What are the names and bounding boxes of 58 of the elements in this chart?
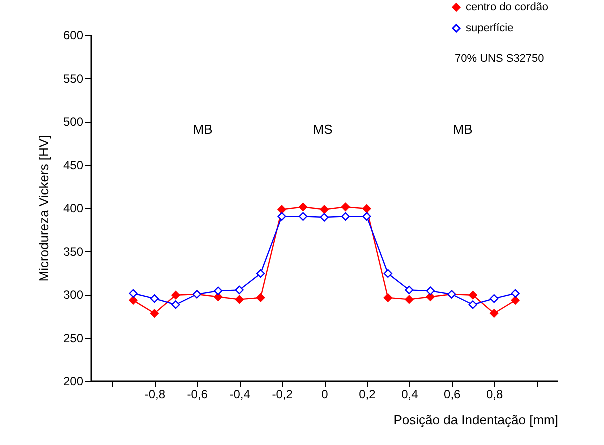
annotation: MB xyxy=(453,122,473,137)
point xyxy=(214,286,223,296)
point xyxy=(150,294,159,304)
point xyxy=(362,212,372,221)
point xyxy=(298,202,308,212)
annotation: 70% UNS S32750 xyxy=(455,53,544,65)
annotation: MB xyxy=(193,122,213,137)
y-tick-label: 250 xyxy=(63,331,84,346)
legend-label: superfície xyxy=(466,22,514,34)
y-tick-label: 550 xyxy=(63,72,84,86)
y-axis-title: Microdureza Vickers [HV] xyxy=(36,135,52,282)
point xyxy=(256,294,266,302)
x-tick-label: 0 xyxy=(322,388,329,402)
y-tick-label: 500 xyxy=(63,115,84,129)
x-tick-label: -0,2 xyxy=(272,388,294,402)
point xyxy=(341,202,350,212)
point xyxy=(511,296,520,305)
y-tick-label: 400 xyxy=(63,202,84,216)
point xyxy=(298,212,308,221)
y-tick-label: 300 xyxy=(63,288,84,302)
point xyxy=(320,213,329,222)
x-tick-label: -0,6 xyxy=(187,388,208,402)
point xyxy=(150,309,159,318)
point xyxy=(468,291,478,300)
point xyxy=(405,286,414,294)
y-tick-label: 200 xyxy=(63,374,84,388)
point xyxy=(129,289,138,298)
x-tick-label: 0,6 xyxy=(444,388,462,402)
point xyxy=(511,289,520,298)
point xyxy=(235,295,244,304)
point xyxy=(426,286,435,296)
y-tick-label: 600 xyxy=(63,28,84,42)
point xyxy=(235,286,244,294)
point xyxy=(320,205,329,214)
x-tick-label: 0,8 xyxy=(486,388,504,402)
y-tick-label: 450 xyxy=(63,158,84,172)
x-tick-label: 0,4 xyxy=(402,388,419,402)
point xyxy=(256,269,266,278)
point xyxy=(490,294,499,304)
point xyxy=(384,269,392,278)
x-tick-label: 0,2 xyxy=(359,388,376,402)
point xyxy=(405,295,414,304)
x-tick-label: -0,8 xyxy=(144,388,166,402)
point xyxy=(384,294,392,302)
point xyxy=(278,212,286,221)
point xyxy=(341,212,350,221)
point xyxy=(362,204,372,214)
y-tick-label: 350 xyxy=(63,244,84,259)
x-axis-title: Posição da Indentação [mm] xyxy=(394,412,558,428)
point xyxy=(172,300,180,310)
point xyxy=(278,205,286,214)
annotation: MS xyxy=(313,122,334,137)
legend-label: centro do cordão xyxy=(466,2,549,14)
point xyxy=(468,300,478,310)
point xyxy=(129,296,138,305)
x-tick-label: -0,4 xyxy=(230,388,251,402)
point xyxy=(490,309,499,318)
point xyxy=(172,291,180,300)
